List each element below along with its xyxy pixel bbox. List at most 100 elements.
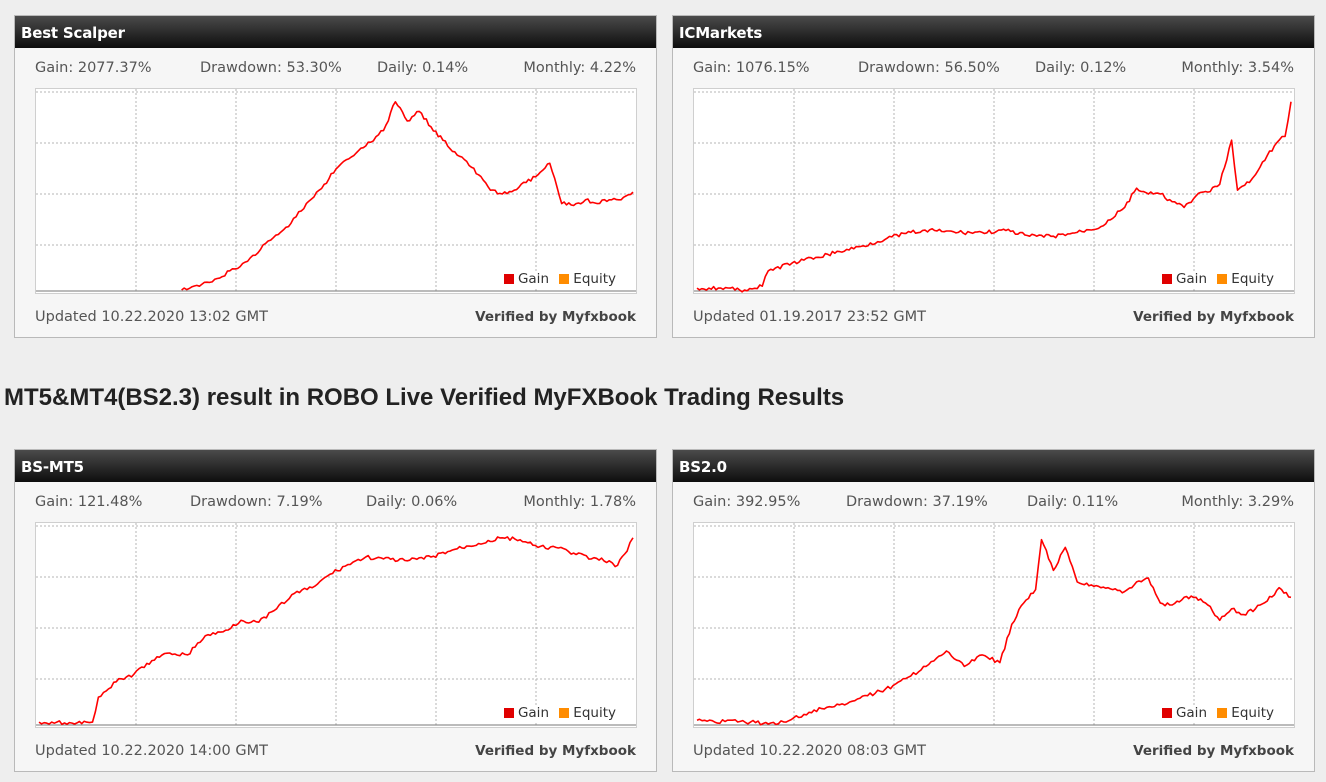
widget-best-scalper: Best Scalper Gain: 2077.37% Drawdown: 53…: [14, 15, 657, 338]
widget-stats: Gain: 121.48% Drawdown: 7.19% Daily: 0.0…: [35, 494, 636, 512]
stat-monthly-label: Monthly:: [523, 60, 586, 76]
chart-svg: [694, 523, 1294, 727]
chart-legend: Gain Equity: [493, 271, 620, 287]
stat-drawdown-label: Drawdown:: [846, 494, 928, 510]
chart-plot: Gain Equity: [693, 522, 1295, 728]
stat-monthly: Monthly: 3.29%: [1181, 494, 1294, 510]
stat-monthly-value: 4.22%: [589, 60, 636, 76]
chart-plot: Gain Equity: [35, 88, 637, 294]
stat-gain-label: Gain:: [35, 494, 74, 510]
stat-drawdown-value: 56.50%: [944, 60, 1000, 76]
gain-swatch-icon: [1161, 708, 1172, 718]
legend-equity-label: Equity: [573, 271, 616, 287]
stat-gain: Gain: 392.95%: [693, 494, 800, 510]
stat-daily-label: Daily:: [1035, 60, 1076, 76]
stat-gain-value: 1076.15%: [735, 60, 810, 76]
stat-daily-value: 0.14%: [422, 60, 469, 76]
chart-svg: [694, 89, 1294, 293]
series-line-gain: [696, 101, 1292, 293]
legend-gain-label: Gain: [1175, 705, 1207, 721]
series-line-gain: [38, 536, 634, 726]
verified-link[interactable]: Verified by Myfxbook: [475, 743, 636, 759]
stat-gain-value: 2077.37%: [77, 60, 152, 76]
stat-monthly: Monthly: 4.22%: [523, 60, 636, 76]
chart-svg: [36, 523, 636, 727]
stat-drawdown-label: Drawdown:: [200, 60, 282, 76]
stat-daily: Daily: 0.11%: [1027, 494, 1118, 510]
updated-timestamp: Updated 10.22.2020 14:00 GMT: [35, 743, 268, 759]
stat-monthly-value: 3.29%: [1247, 494, 1294, 510]
section-title: MT5&MT4(BS2.3) result in ROBO Live Verif…: [4, 384, 845, 411]
widget-title: Best Scalper: [15, 16, 656, 48]
stat-daily: Daily: 0.12%: [1035, 60, 1126, 76]
verified-link[interactable]: Verified by Myfxbook: [1133, 743, 1294, 759]
legend-equity-label: Equity: [1231, 705, 1274, 721]
stat-monthly: Monthly: 1.78%: [523, 494, 636, 510]
stat-drawdown-value: 53.30%: [286, 60, 342, 76]
stat-monthly-value: 1.78%: [589, 494, 636, 510]
updated-timestamp: Updated 10.22.2020 08:03 GMT: [693, 743, 926, 759]
stat-gain: Gain: 2077.37%: [35, 60, 152, 76]
gain-swatch-icon: [1161, 274, 1172, 284]
widget-stats: Gain: 2077.37% Drawdown: 53.30% Daily: 0…: [35, 60, 636, 78]
widget-title: BS2.0: [673, 450, 1314, 482]
legend-gain-label: Gain: [517, 705, 549, 721]
stat-gain-value: 121.48%: [77, 494, 143, 510]
updated-timestamp: Updated 01.19.2017 23:52 GMT: [693, 309, 926, 325]
stat-monthly-label: Monthly:: [1181, 494, 1244, 510]
stat-daily-label: Daily:: [377, 60, 418, 76]
stat-daily-value: 0.06%: [411, 494, 458, 510]
stat-gain: Gain: 1076.15%: [693, 60, 810, 76]
stat-drawdown-value: 37.19%: [932, 494, 988, 510]
stat-drawdown-label: Drawdown:: [190, 494, 272, 510]
series-line-gain: [181, 101, 634, 291]
stat-daily: Daily: 0.06%: [366, 494, 457, 510]
chart-svg: [36, 89, 636, 293]
widget-bs2-0: BS2.0 Gain: 392.95% Drawdown: 37.19% Dai…: [672, 449, 1315, 772]
equity-swatch-icon: [559, 274, 570, 284]
stat-monthly-label: Monthly:: [1181, 60, 1244, 76]
widget-bs-mt5: BS-MT5 Gain: 121.48% Drawdown: 7.19% Dai…: [14, 449, 657, 772]
stat-drawdown: Drawdown: 7.19%: [190, 494, 323, 510]
stat-daily: Daily: 0.14%: [377, 60, 468, 76]
stat-gain-label: Gain:: [693, 60, 732, 76]
stat-daily-value: 0.12%: [1080, 60, 1127, 76]
verified-link[interactable]: Verified by Myfxbook: [475, 309, 636, 325]
stat-gain: Gain: 121.48%: [35, 494, 142, 510]
legend-equity-label: Equity: [573, 705, 616, 721]
widget-icmarkets: ICMarkets Gain: 1076.15% Drawdown: 56.50…: [672, 15, 1315, 338]
stat-drawdown: Drawdown: 37.19%: [846, 494, 988, 510]
widget-title: BS-MT5: [15, 450, 656, 482]
stat-monthly: Monthly: 3.54%: [1181, 60, 1294, 76]
chart-legend: Gain Equity: [1151, 271, 1278, 287]
stat-drawdown-value: 7.19%: [276, 494, 323, 510]
equity-swatch-icon: [1217, 708, 1228, 718]
gain-swatch-icon: [503, 274, 514, 284]
legend-gain-label: Gain: [517, 271, 549, 287]
stat-drawdown-label: Drawdown:: [858, 60, 940, 76]
stat-gain-value: 392.95%: [735, 494, 801, 510]
chart-plot: Gain Equity: [35, 522, 637, 728]
updated-timestamp: Updated 10.22.2020 13:02 GMT: [35, 309, 268, 325]
chart-legend: Gain Equity: [493, 705, 620, 721]
stat-drawdown: Drawdown: 56.50%: [858, 60, 1000, 76]
equity-swatch-icon: [1217, 274, 1228, 284]
gain-swatch-icon: [503, 708, 514, 718]
widget-stats: Gain: 392.95% Drawdown: 37.19% Daily: 0.…: [693, 494, 1294, 512]
stat-daily-label: Daily:: [366, 494, 407, 510]
chart-plot: Gain Equity: [693, 88, 1295, 294]
chart-legend: Gain Equity: [1151, 705, 1278, 721]
series-line-gain: [696, 538, 1292, 726]
stat-daily-label: Daily:: [1027, 494, 1068, 510]
verified-link[interactable]: Verified by Myfxbook: [1133, 309, 1294, 325]
legend-gain-label: Gain: [1175, 271, 1207, 287]
widget-title: ICMarkets: [673, 16, 1314, 48]
stat-monthly-label: Monthly:: [523, 494, 586, 510]
stat-monthly-value: 3.54%: [1247, 60, 1294, 76]
stat-drawdown: Drawdown: 53.30%: [200, 60, 342, 76]
widget-stats: Gain: 1076.15% Drawdown: 56.50% Daily: 0…: [693, 60, 1294, 78]
legend-equity-label: Equity: [1231, 271, 1274, 287]
stat-daily-value: 0.11%: [1072, 494, 1119, 510]
stat-gain-label: Gain:: [693, 494, 732, 510]
stat-gain-label: Gain:: [35, 60, 74, 76]
